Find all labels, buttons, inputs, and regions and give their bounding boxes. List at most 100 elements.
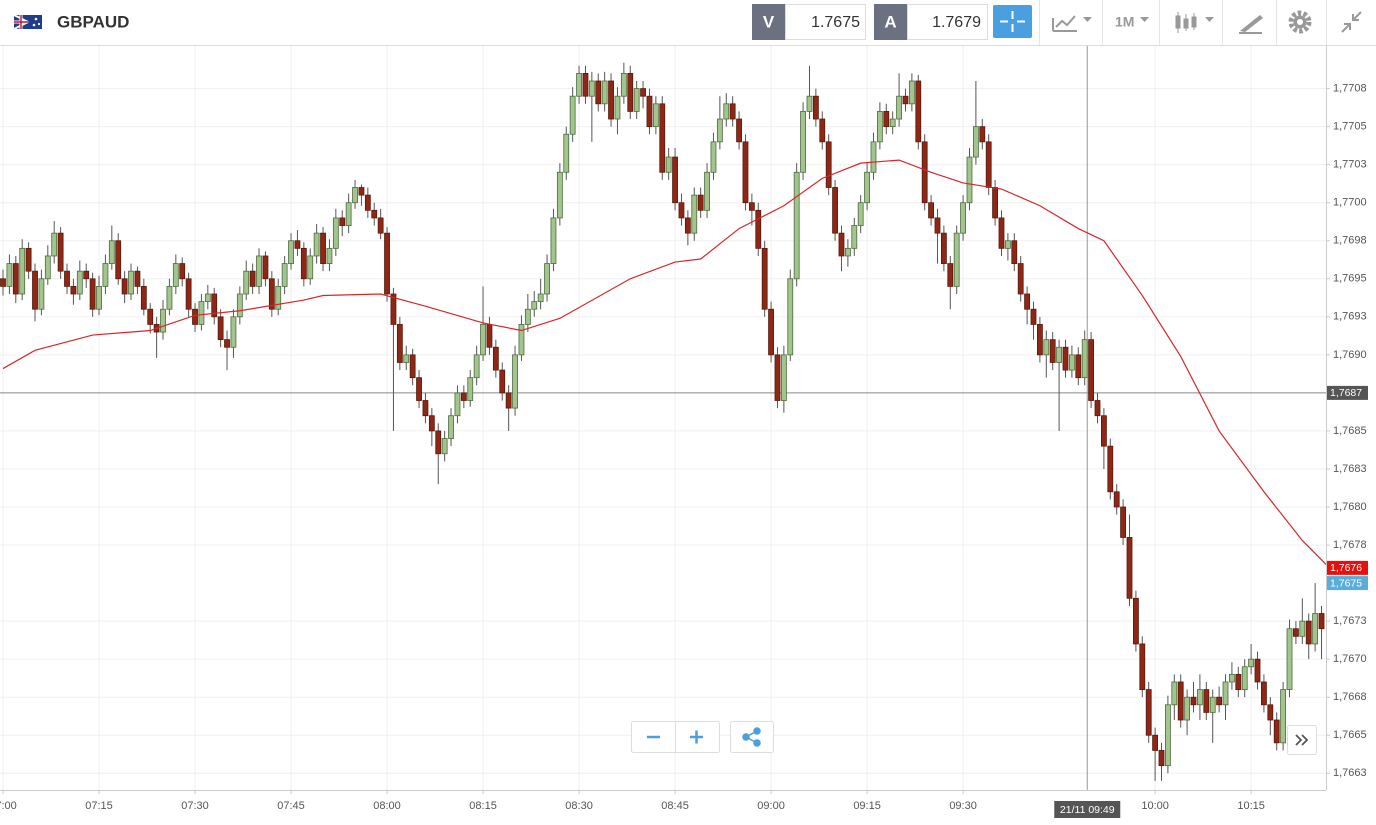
candle-body: [1056, 346, 1062, 363]
candle-body: [390, 293, 397, 325]
candle-body: [819, 118, 826, 143]
candle-body: [1286, 628, 1293, 690]
zoom-in[interactable]: [690, 730, 703, 744]
y-tick-label: 1,7708: [1333, 83, 1367, 95]
candle-body: [51, 232, 58, 257]
y-tick-label: 1,7670: [1333, 653, 1367, 665]
candle-body: [211, 293, 218, 318]
candle-body: [960, 202, 966, 234]
candle-body: [217, 316, 224, 341]
candle-body: [729, 103, 736, 120]
candle-body: [1043, 339, 1050, 356]
candle-body: [800, 111, 806, 173]
y-tick-label: 1,7693: [1333, 311, 1367, 323]
price-badge-label: 1,7687: [1330, 387, 1362, 399]
candle-body: [1017, 263, 1024, 295]
scroll-right[interactable]: [1295, 734, 1309, 746]
candle-body: [339, 217, 346, 226]
candle-body: [1030, 308, 1037, 325]
candle-body: [896, 95, 902, 120]
price-badge-label: 1,7676: [1330, 562, 1362, 574]
candle-body: [486, 324, 493, 348]
chart-type-button[interactable]: [1175, 12, 1214, 33]
candle-body: [288, 240, 294, 264]
candle-body: [902, 95, 909, 105]
x-tick-label: 09:15: [853, 800, 881, 812]
candle-body: [326, 247, 333, 264]
candle-body: [358, 187, 365, 196]
candle-body: [198, 301, 205, 325]
candle-body: [524, 308, 531, 325]
candle-body: [147, 308, 154, 325]
timeframe-dropdown[interactable]: [1140, 17, 1149, 22]
candle-body: [774, 354, 781, 401]
candle-body: [544, 263, 550, 295]
share-button[interactable]: [742, 727, 761, 747]
candle-body: [1273, 719, 1280, 744]
zoom-controls: [631, 721, 1317, 755]
candle-body: [768, 308, 774, 356]
candle-body: [640, 88, 646, 97]
candle-body: [1094, 400, 1101, 417]
x-tick-label: 08:30: [565, 800, 593, 812]
settings-button[interactable]: [1288, 10, 1312, 34]
candle-body: [992, 187, 998, 219]
candle-body: [595, 80, 602, 105]
candle-body: [204, 293, 211, 303]
candle-body: [953, 232, 960, 287]
ask-price[interactable]: 1.7679: [932, 14, 981, 31]
candle-body: [134, 270, 141, 287]
x-tick-label: 09:30: [949, 800, 977, 812]
candle-body: [569, 95, 576, 135]
candle-body: [57, 232, 64, 272]
candle-body: [780, 354, 787, 401]
y-tick-label: 1,7700: [1333, 197, 1367, 209]
indicator-button[interactable]: [1052, 15, 1092, 32]
candle-body: [1197, 689, 1203, 706]
candle-body: [1075, 354, 1082, 379]
y-tick-label: 1,7668: [1333, 691, 1367, 703]
crosshair-x-badge: [1054, 801, 1121, 818]
candle-body: [83, 270, 90, 280]
candle-body: [1293, 628, 1299, 637]
candle-body: [1133, 597, 1139, 645]
candle-body: [1139, 643, 1146, 690]
candle-body: [0, 278, 6, 287]
x-tick-label: 07:30: [181, 800, 209, 812]
candle-body: [320, 232, 326, 264]
candle-body: [185, 278, 192, 310]
candle-body: [409, 354, 416, 379]
candle-body: [1318, 613, 1325, 630]
x-tick-label: 07:00: [0, 800, 17, 812]
crosshair-button[interactable]: [993, 5, 1032, 38]
candle-body: [537, 293, 544, 303]
y-tick-label: 1,7678: [1333, 539, 1367, 551]
candle-body: [915, 80, 922, 143]
candle-body: [467, 377, 474, 401]
candle-body: [883, 111, 890, 128]
candle-body: [678, 202, 685, 219]
candle-body: [870, 141, 877, 173]
candle-body: [345, 202, 352, 226]
candle-body: [64, 270, 70, 287]
candle-body: [889, 118, 896, 128]
candle-body: [627, 72, 634, 112]
bid-box[interactable]: [785, 4, 866, 40]
candle-body: [704, 171, 710, 211]
toolbar: [0, 0, 1376, 45]
candle-body: [505, 392, 512, 409]
candle-body: [742, 141, 749, 204]
collapse-button[interactable]: [1341, 11, 1362, 33]
price-badge: [1327, 385, 1368, 400]
candle-body: [1113, 491, 1120, 508]
candle-body: [1107, 445, 1114, 493]
candle-body: [249, 270, 256, 287]
bid-price[interactable]: 1.7675: [811, 14, 860, 31]
ask-box[interactable]: [907, 4, 988, 40]
y-tick-label: 1,7705: [1333, 121, 1367, 133]
draw-button[interactable]: [1239, 15, 1263, 34]
candle-body: [1177, 681, 1184, 721]
timeframe[interactable]: 1M: [1115, 14, 1134, 30]
candle-body: [96, 285, 102, 310]
candle-body: [108, 240, 115, 264]
